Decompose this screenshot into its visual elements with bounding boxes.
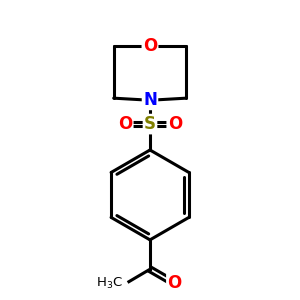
Text: O: O: [167, 274, 182, 292]
Text: H$_3$C: H$_3$C: [96, 276, 123, 291]
Text: O: O: [168, 115, 182, 133]
Text: N: N: [143, 91, 157, 109]
Text: O: O: [118, 115, 132, 133]
Text: O: O: [143, 37, 157, 55]
Text: S: S: [144, 115, 156, 133]
